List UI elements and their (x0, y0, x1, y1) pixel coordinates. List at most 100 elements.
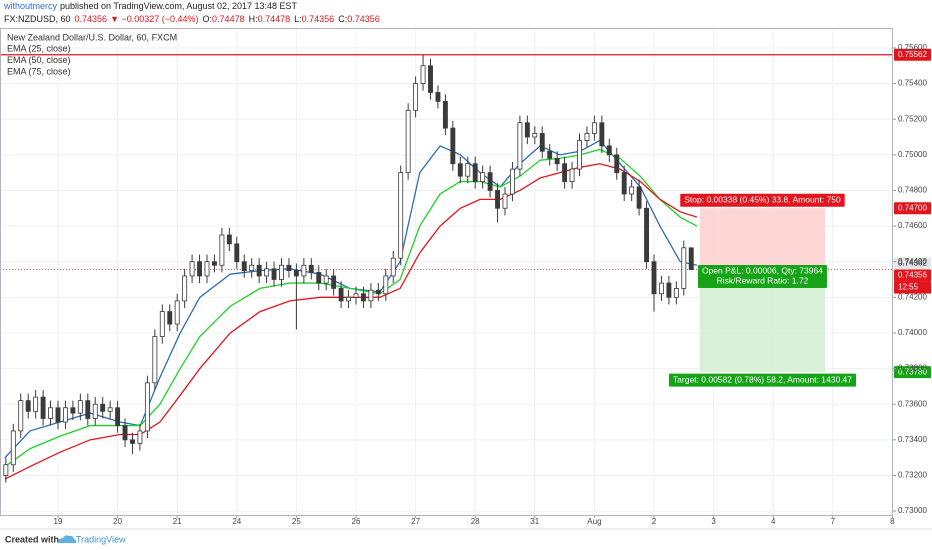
candle-body (577, 140, 582, 170)
y-tick-label: 0.75400 (898, 79, 927, 88)
candle-body (636, 186, 642, 209)
candle-body (509, 168, 515, 195)
candle-body (599, 122, 605, 147)
candle-body (681, 247, 687, 289)
candle-body (3, 464, 9, 476)
level-price-label: 0.75562 (898, 50, 927, 59)
entry-price-label-box (894, 257, 931, 270)
candle-body (554, 157, 560, 165)
candle-body (517, 122, 523, 170)
candle-body (219, 234, 225, 266)
candle-body (122, 425, 128, 441)
price: 0.74356 (75, 14, 108, 24)
candle-body (211, 261, 217, 266)
candle-body (353, 293, 359, 298)
candle-body (688, 247, 694, 270)
candle-body (279, 264, 284, 280)
candle-body (539, 133, 545, 152)
candle-body (115, 407, 121, 426)
y-tick-label: 0.75200 (898, 114, 927, 123)
candle-body (547, 150, 553, 159)
candle-body (286, 264, 292, 272)
candle-body (420, 65, 426, 84)
symbol: FX:NZDUSD, 60 (4, 14, 71, 24)
stop-text: Stop: 0.00338 (0.45%) 33.8, Amount: 750 (684, 195, 841, 205)
y-tick-label: 0.73800 (898, 364, 927, 373)
candle-body (629, 186, 635, 195)
candle-body (666, 282, 672, 298)
candle-body (442, 100, 448, 129)
candle-body (495, 190, 500, 209)
level-price-label-box (894, 48, 931, 61)
candle-body (204, 261, 210, 277)
ohlc-value: 0.74356 (347, 14, 380, 24)
candle-body (62, 407, 68, 423)
candle-body (107, 407, 113, 412)
y-tick-label: 0.73000 (898, 506, 927, 515)
candle-body (480, 172, 486, 182)
candle-body (614, 154, 620, 174)
x-tick-label: 27 (411, 517, 420, 526)
candle-body (472, 163, 478, 182)
target-price-label-box (894, 366, 931, 379)
candle-body (197, 261, 202, 277)
header-line: withoutmercy published on TradingView.com… (3, 1, 298, 11)
candle-body (591, 122, 597, 134)
candle-body (25, 400, 31, 412)
candle-body (308, 264, 314, 273)
candle-body (659, 282, 664, 295)
candle-body (383, 275, 389, 295)
ohlc-key: O: (203, 14, 213, 24)
logo (58, 535, 77, 543)
candle-body (569, 168, 575, 182)
x-tick-label: 19 (54, 517, 63, 526)
y-tick-label: 0.73600 (898, 399, 927, 408)
candle-body (40, 396, 46, 419)
ohlc-value: 0.74478 (212, 14, 245, 24)
y-tick-label: 0.75000 (898, 150, 927, 159)
candle-body (293, 270, 299, 277)
candle-body (55, 407, 61, 423)
overlay: 0.75562 0.74700 0.73780 0.74362 0.74356 12:55… (7, 32, 931, 387)
candle-body (323, 275, 329, 284)
candle-body (435, 92, 441, 102)
candle-body (584, 133, 590, 141)
candle-body (77, 400, 83, 414)
candle-body (316, 271, 322, 284)
symbol-line: FX:NZDUSD, 60 0.74356 ▼ −0.00327 (−0.44%) O… (4, 14, 380, 24)
footer-brand[interactable]: TradingView (76, 534, 126, 544)
candle-body (152, 336, 158, 384)
stop-price-label-box (894, 202, 931, 215)
ohlc-value: 0.74478 (258, 14, 291, 24)
candle-body (130, 439, 135, 444)
candle-body (450, 127, 456, 165)
candle-body (428, 65, 433, 93)
author[interactable]: withoutmercy (3, 1, 58, 11)
stop-zone (699, 208, 826, 269)
candle-body (606, 145, 612, 156)
candle-body (465, 163, 471, 177)
ohlc-key: H: (249, 14, 258, 24)
target-price-label: 0.73780 (898, 367, 927, 376)
change: ▼ −0.00327 (−0.44%) (110, 14, 198, 24)
candle-body (360, 293, 366, 302)
candle-body (85, 400, 91, 419)
logo-cloud (58, 535, 77, 543)
candle-body (182, 275, 188, 302)
candle-body (189, 261, 195, 277)
legend-entry: EMA (25, close) (7, 43, 71, 53)
candle-body (301, 264, 307, 277)
pnl-text: Risk/Reward Ratio: 1.72 (717, 276, 809, 286)
candle-body (502, 193, 508, 209)
candle-body (413, 83, 419, 111)
candle-body (167, 311, 173, 325)
candle-body (390, 257, 396, 277)
candle-body (92, 403, 98, 419)
pnl-text-box (697, 264, 827, 288)
candle-body (137, 430, 143, 444)
y-tick-label: 0.74800 (898, 186, 927, 195)
candle-body (398, 172, 404, 259)
x-tick-label: 20 (113, 517, 122, 526)
candle-body (532, 133, 538, 138)
